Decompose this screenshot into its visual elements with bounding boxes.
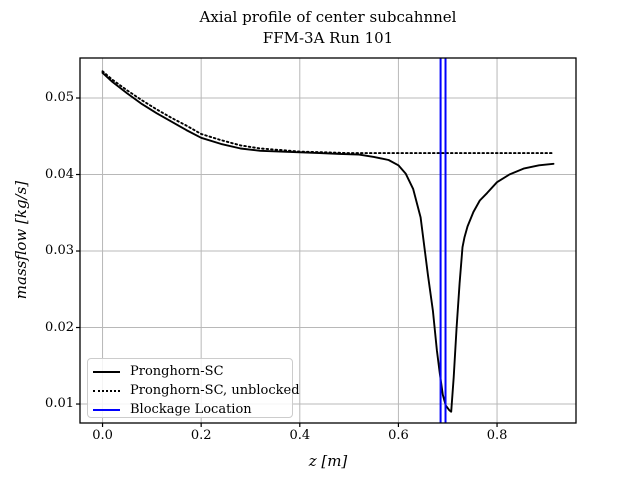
y-tick-label: 0.01	[45, 396, 74, 412]
legend-label: Blockage Location	[130, 402, 252, 417]
y-tick-label: 0.04	[45, 166, 74, 182]
x-tick-label: 0.8	[486, 428, 508, 443]
dotted-line-sample	[93, 389, 120, 392]
y-axis-label: massflow [kg/s]	[12, 180, 30, 300]
chart-title-line1: Axial profile of center subcahnnel	[199, 8, 457, 26]
solid-line-sample	[93, 370, 120, 373]
x-tick-label: 0.4	[289, 428, 311, 443]
legend-label: Pronghorn-SC	[130, 364, 224, 379]
x-tick-label: 0.2	[190, 428, 212, 443]
legend-label: Pronghorn-SC, unblocked	[130, 383, 300, 398]
y-tick-label: 0.03	[45, 243, 74, 259]
y-tick-label: 0.05	[45, 90, 74, 105]
curve-dotted	[101, 70, 555, 155]
legend-item-blockage-location: Blockage Location	[93, 400, 286, 419]
blockage-line-sample	[93, 408, 120, 411]
chart-title-line2: FFM-3A Run 101	[262, 29, 394, 47]
axes-spines	[79, 57, 577, 424]
curve-solid	[101, 71, 555, 413]
y-tick-label: 0.02	[45, 319, 74, 335]
x-tick-label: 0.0	[92, 428, 113, 443]
legend-item-pronghorn-sc-unblocked: Pronghorn-SC, unblocked	[93, 381, 300, 400]
x-axis-label: z [m]	[308, 452, 348, 470]
legend-item-pronghorn-sc: Pronghorn-SC	[93, 362, 286, 381]
x-tick-label: 0.6	[388, 428, 409, 443]
legend: Pronghorn-SC Pronghorn-SC, unblocked Blo…	[87, 358, 300, 419]
